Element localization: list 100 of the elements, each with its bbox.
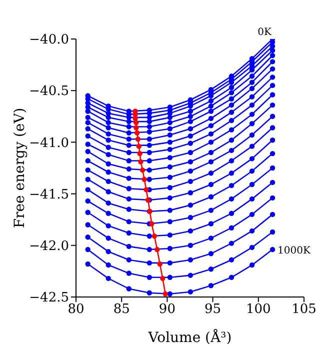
point bbox=[249, 80, 255, 85]
point bbox=[138, 159, 144, 164]
point bbox=[85, 114, 90, 120]
point bbox=[85, 222, 90, 228]
point bbox=[228, 96, 234, 102]
y-tick-label: −41.0 bbox=[29, 136, 69, 151]
x-tick-label: 85 bbox=[113, 302, 130, 318]
point bbox=[188, 272, 194, 278]
point bbox=[188, 133, 194, 139]
point bbox=[85, 187, 90, 192]
point bbox=[228, 182, 234, 188]
point bbox=[208, 159, 214, 164]
point bbox=[126, 244, 132, 250]
point bbox=[106, 276, 111, 282]
point bbox=[188, 118, 194, 124]
point bbox=[249, 121, 255, 126]
point bbox=[167, 274, 173, 280]
point bbox=[228, 158, 234, 164]
point bbox=[85, 246, 90, 252]
y-tick-label: −42.0 bbox=[29, 239, 69, 254]
point bbox=[167, 260, 173, 266]
point bbox=[146, 142, 152, 148]
point bbox=[167, 246, 173, 252]
point bbox=[270, 229, 276, 235]
point bbox=[249, 74, 255, 79]
point bbox=[126, 230, 132, 236]
point bbox=[270, 138, 276, 143]
point bbox=[208, 123, 214, 128]
point bbox=[249, 244, 255, 250]
point bbox=[249, 212, 255, 218]
point bbox=[106, 200, 111, 206]
point bbox=[167, 219, 173, 224]
point bbox=[270, 102, 276, 108]
point bbox=[208, 182, 214, 188]
point bbox=[270, 195, 276, 201]
point bbox=[126, 142, 132, 148]
point bbox=[249, 196, 255, 202]
y-tick-label: −40.5 bbox=[29, 84, 69, 100]
point bbox=[135, 136, 141, 142]
point bbox=[160, 276, 166, 282]
point bbox=[154, 246, 160, 252]
point bbox=[270, 165, 276, 171]
point bbox=[208, 283, 214, 288]
point bbox=[270, 74, 276, 80]
point bbox=[167, 164, 173, 170]
point bbox=[188, 289, 194, 294]
x-tick-label: 100 bbox=[246, 302, 271, 318]
point bbox=[126, 166, 132, 172]
point bbox=[208, 251, 214, 256]
point bbox=[146, 290, 152, 296]
point bbox=[137, 150, 142, 156]
point bbox=[208, 266, 214, 272]
point bbox=[270, 66, 276, 72]
point bbox=[249, 132, 255, 138]
point bbox=[126, 158, 132, 164]
point bbox=[106, 138, 111, 143]
point bbox=[106, 120, 111, 126]
point bbox=[249, 86, 255, 92]
point bbox=[85, 176, 90, 182]
point bbox=[270, 212, 276, 218]
x-tick-label: 80 bbox=[68, 302, 84, 318]
point bbox=[126, 286, 132, 292]
point bbox=[126, 186, 132, 192]
point bbox=[208, 103, 214, 109]
point bbox=[249, 102, 255, 108]
point bbox=[167, 132, 173, 138]
point bbox=[85, 126, 90, 132]
point bbox=[249, 112, 255, 117]
point bbox=[188, 242, 194, 248]
point bbox=[270, 59, 276, 64]
point bbox=[208, 194, 214, 200]
point bbox=[208, 98, 214, 104]
point bbox=[167, 195, 173, 201]
point bbox=[106, 161, 111, 166]
point bbox=[208, 170, 214, 176]
point bbox=[208, 236, 214, 241]
point bbox=[85, 198, 90, 204]
point bbox=[270, 125, 276, 130]
point bbox=[126, 270, 132, 276]
point bbox=[126, 176, 132, 181]
point bbox=[188, 168, 194, 174]
point bbox=[249, 144, 255, 149]
point bbox=[106, 178, 111, 184]
point bbox=[146, 274, 152, 280]
point bbox=[270, 92, 276, 98]
point bbox=[188, 202, 194, 208]
point bbox=[146, 129, 152, 134]
point bbox=[270, 52, 276, 58]
point bbox=[188, 126, 194, 132]
point bbox=[228, 210, 234, 216]
point bbox=[228, 138, 234, 143]
point bbox=[228, 127, 234, 132]
point bbox=[228, 102, 234, 108]
annotation: 0K bbox=[258, 27, 272, 38]
point bbox=[208, 108, 214, 114]
point bbox=[228, 257, 234, 262]
point bbox=[228, 240, 234, 246]
point bbox=[126, 124, 132, 130]
point bbox=[167, 126, 173, 132]
point bbox=[106, 125, 111, 130]
